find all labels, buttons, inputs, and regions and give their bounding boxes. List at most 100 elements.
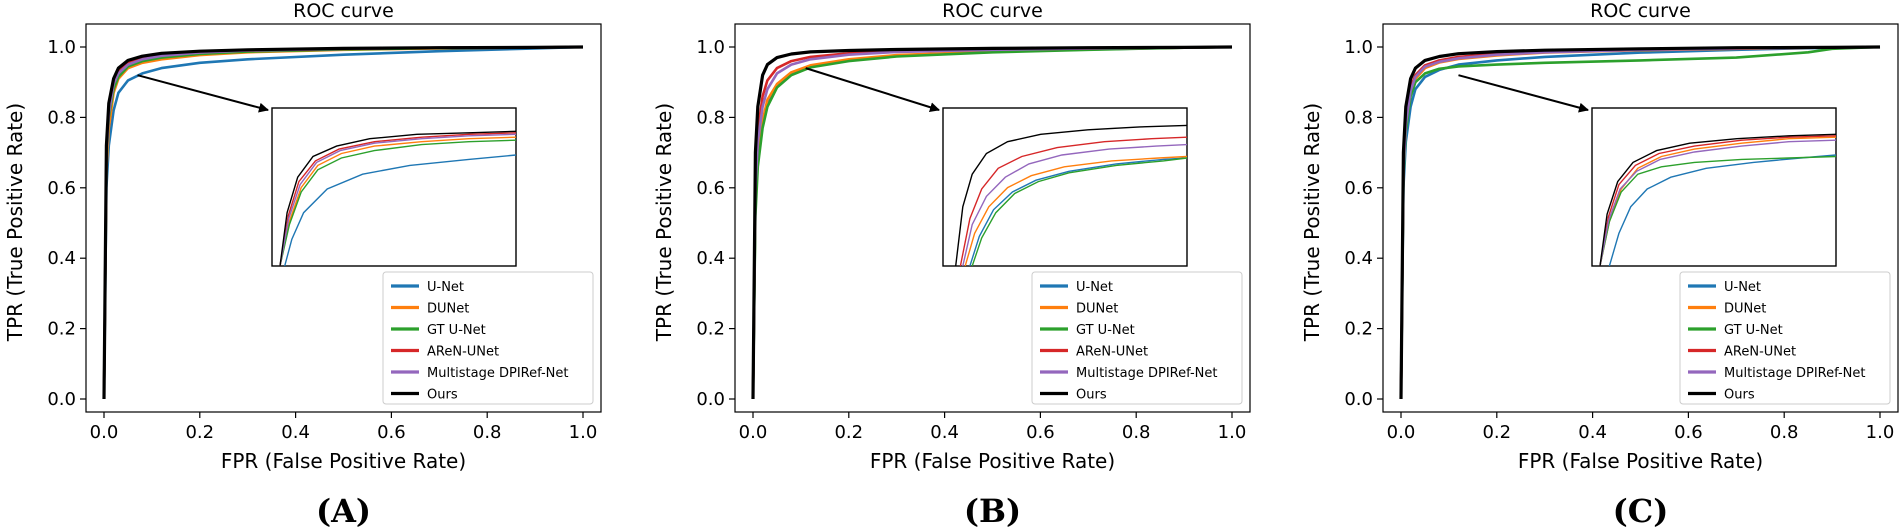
legend-label-multistage-dpiref-net: Multistage DPIRef-Net [427,366,569,381]
chart-title: ROC curve [1590,0,1691,22]
y-tick-label: 0.6 [696,178,725,199]
x-tick-label: 0.8 [1122,422,1151,443]
x-tick-label: 0.4 [930,422,959,443]
x-axis-label: FPR (False Positive Rate) [1518,449,1763,473]
inset-line-gt-u-net [1599,155,1836,266]
inset-line-dunet [964,155,1187,266]
inset-line-u-net [969,157,1187,266]
y-tick-label: 0.8 [1344,107,1373,128]
x-tick-label: 0.6 [377,422,406,443]
legend-label-u-net: U-Net [427,280,464,295]
x-tick-label: 0.4 [1578,422,1607,443]
y-tick-label: 1.0 [696,37,725,58]
inset-box [1591,107,1837,267]
inset-line-aren-unet [959,136,1187,266]
x-tick-label: 0.2 [1482,422,1511,443]
x-tick-label: 0.2 [834,422,863,443]
inset-line-ours [955,124,1187,266]
inset-curves [1599,133,1836,266]
y-tick-label: 0.2 [696,319,725,340]
axes-frame [734,23,1251,413]
roc-line-ours [1399,45,1881,400]
legend-label-dunet: DUNet [427,302,469,317]
x-tick-label: 0.8 [1770,422,1799,443]
x-tick-label: 0.2 [185,422,214,443]
legend-label-gt-u-net: GT U-Net [1724,323,1783,338]
inset-line-ours [1599,133,1836,266]
roc-panel-1: ROC curve 0.0 0.2 0.4 0.6 0.8 1.0 0.0 0.2 0.4 0.6 0… [3,0,602,530]
legend-label-u-net: U-Net [1076,280,1113,295]
inset-line-aren-unet [279,132,516,266]
legend-label-multistage-dpiref-net: Multistage DPIRef-Net [1076,366,1218,381]
inset-line-ours [279,130,516,266]
inset-line-dunet [279,136,516,266]
panel-label: (B) [964,492,1021,530]
y-tick-label: 0.8 [47,107,76,128]
legend-label-dunet: DUNet [1724,302,1766,317]
inset-box [271,107,517,267]
axes-frame [85,23,602,413]
inset-curves [279,130,516,266]
legend-label-gt-u-net: GT U-Net [427,323,486,338]
inset-line-multistage-dpiref-net [962,143,1187,266]
inset-line-multistage-dpiref-net [279,133,516,266]
inset-curves [955,124,1187,266]
inset-line-gt-u-net [971,157,1187,266]
legend-label-ours: Ours [427,388,458,403]
x-axis-label: FPR (False Positive Rate) [221,449,466,473]
y-tick-label: 1.0 [47,37,76,58]
legend-label-aren-unet: AReN-UNet [1076,345,1148,360]
legend-box [1031,271,1243,405]
y-tick-label: 0.0 [696,389,725,410]
zoom-arrow [805,67,940,113]
roc-panel-2: ROC curve 0.0 0.2 0.4 0.6 0.8 1.0 0.0 0.2 0.4 0.6 0… [652,0,1251,530]
x-tick-label: 0.6 [1674,422,1703,443]
inset-line-u-net [1608,154,1836,266]
zoom-arrow [137,74,269,113]
y-axis-label: TPR (True Positive Rate) [652,103,676,342]
y-axis-label: TPR (True Positive Rate) [3,103,27,342]
x-tick-label: 1.0 [1866,422,1895,443]
roc-line-ours [751,45,1233,400]
zoom-arrow [1458,74,1589,113]
inset-line-aren-unet [1599,135,1836,266]
y-tick-label: 0.4 [47,248,76,269]
inset-line-u-net [284,154,516,266]
y-tick-label: 0.6 [47,178,76,199]
y-tick-label: 0.0 [1344,389,1373,410]
chart-title: ROC curve [293,0,394,22]
y-axis-label: TPR (True Positive Rate) [1300,103,1324,342]
roc-line-gt-u-net [751,45,1233,400]
x-tick-label: 0.0 [90,422,119,443]
legend-label-ours: Ours [1076,388,1107,403]
legend-label-u-net: U-Net [1724,280,1761,295]
legend-label-ours: Ours [1724,388,1755,403]
y-tick-label: 0.0 [47,389,76,410]
x-tick-label: 1.0 [1218,422,1247,443]
legend-label-aren-unet: AReN-UNet [1724,345,1796,360]
x-tick-label: 0.0 [1387,422,1416,443]
chart-title: ROC curve [942,0,1043,22]
legend-box [1679,271,1891,405]
inset-line-multistage-dpiref-net [1599,139,1836,266]
x-tick-label: 0.4 [281,422,310,443]
y-tick-label: 0.4 [1344,248,1373,269]
panel-label: (A) [316,492,371,530]
legend-label-dunet: DUNet [1076,302,1118,317]
y-tick-label: 1.0 [1344,37,1373,58]
y-tick-label: 0.8 [696,107,725,128]
x-tick-label: 0.0 [739,422,768,443]
x-axis-label: FPR (False Positive Rate) [870,449,1115,473]
legend-label-gt-u-net: GT U-Net [1076,323,1135,338]
roc-panel-3: ROC curve 0.0 0.2 0.4 0.6 0.8 1.0 0.0 0.2 0.4 0.6 0… [1300,0,1899,530]
panel-label: (C) [1613,492,1669,530]
y-tick-label: 0.2 [47,319,76,340]
legend-label-multistage-dpiref-net: Multistage DPIRef-Net [1724,366,1866,381]
y-tick-label: 0.4 [696,248,725,269]
roc-line-ours [102,45,584,400]
roc-line-u-net [102,45,584,400]
legend-box [382,271,594,405]
legend-label-aren-unet: AReN-UNet [427,345,499,360]
inset-line-gt-u-net [279,139,516,266]
